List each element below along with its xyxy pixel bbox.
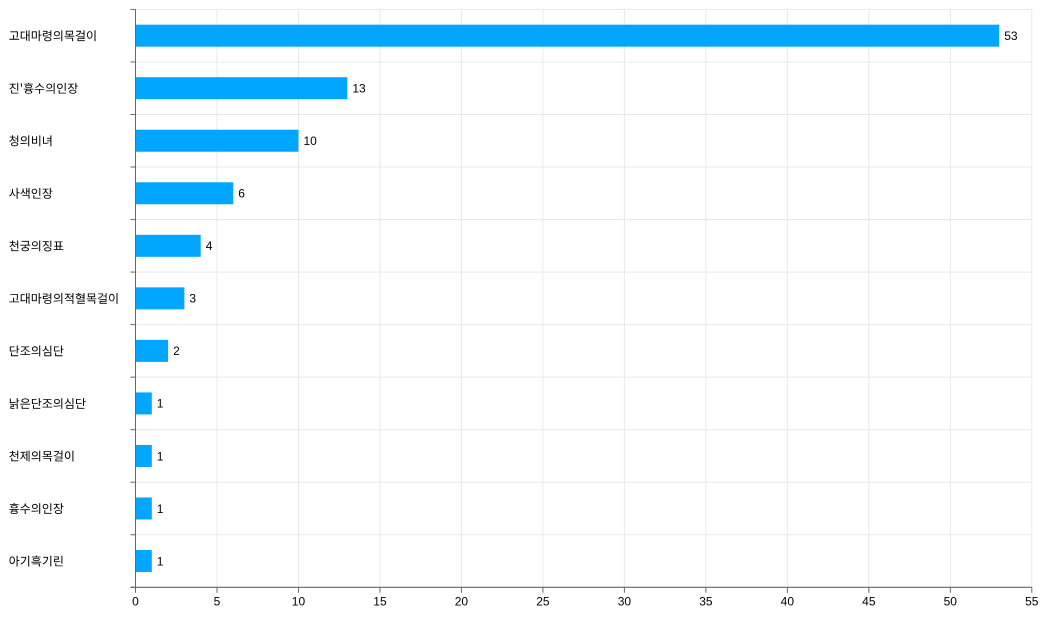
- svg-text:1: 1: [157, 554, 164, 568]
- svg-text:40: 40: [781, 594, 795, 608]
- svg-text:13: 13: [352, 82, 366, 96]
- svg-text:3: 3: [189, 292, 196, 306]
- svg-text:25: 25: [536, 594, 550, 608]
- svg-text:1: 1: [157, 397, 164, 411]
- svg-text:1: 1: [157, 449, 164, 463]
- svg-text:2: 2: [173, 344, 180, 358]
- svg-text:4: 4: [206, 239, 213, 253]
- svg-text:50: 50: [944, 594, 958, 608]
- svg-text:45: 45: [862, 594, 876, 608]
- svg-text:15: 15: [373, 594, 387, 608]
- svg-text:5: 5: [214, 594, 221, 608]
- svg-text:35: 35: [699, 594, 713, 608]
- svg-text:10: 10: [292, 594, 306, 608]
- svg-text:20: 20: [455, 594, 469, 608]
- svg-text:53: 53: [1004, 29, 1018, 43]
- svg-text:10: 10: [303, 134, 317, 148]
- svg-text:30: 30: [618, 594, 632, 608]
- svg-text:55: 55: [1025, 594, 1039, 608]
- svg-text:1: 1: [157, 502, 164, 516]
- svg-text:6: 6: [238, 187, 245, 201]
- svg-text:0: 0: [132, 594, 139, 608]
